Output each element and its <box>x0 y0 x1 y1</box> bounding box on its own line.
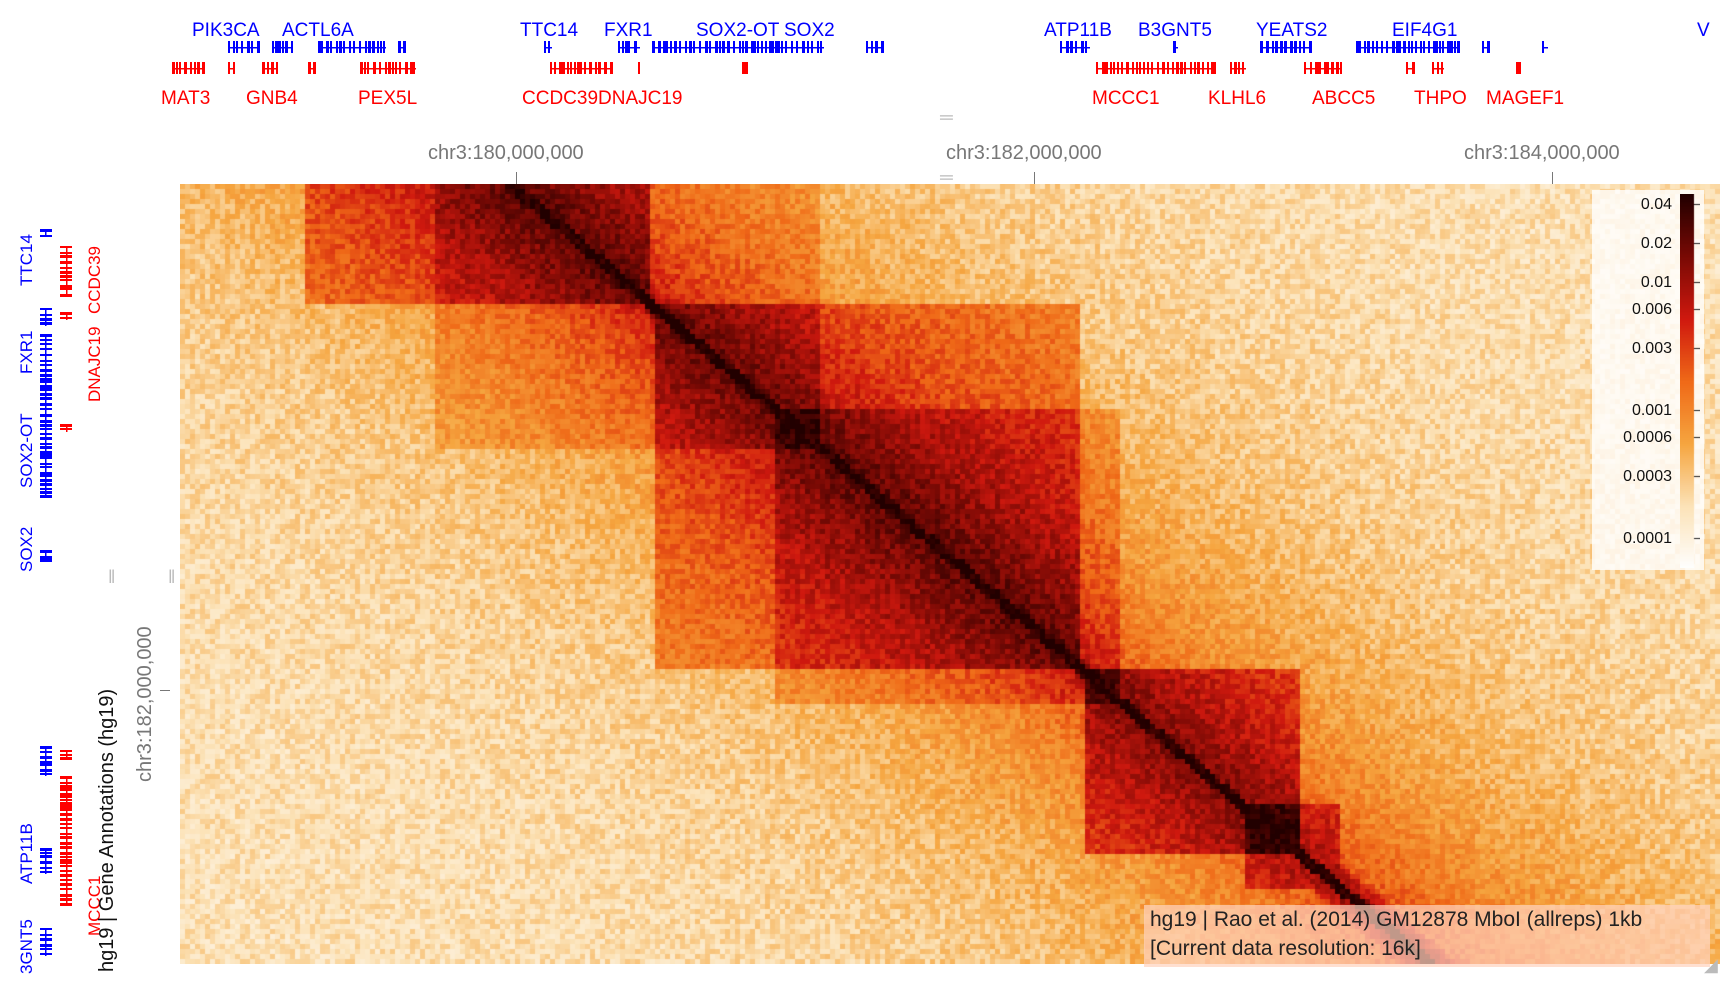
colorbar-label-4: 0.003 <box>1631 340 1672 357</box>
top-gene-track-glyphs <box>172 41 1548 74</box>
colorbar: 0.04 0.02 0.01 0.006 0.003 0.001 0.0006 … <box>1592 190 1704 570</box>
colorbar-label-6: 0.0006 <box>1623 429 1672 446</box>
colorbar-label-3: 0.006 <box>1631 301 1672 318</box>
top-axis-resize-handle[interactable]: ═ <box>940 167 953 187</box>
colorbar-label-8: 0.0001 <box>1623 530 1672 547</box>
top-axis-tick-label-2: chr3:184,000,000 <box>1464 142 1620 164</box>
left-gene-track[interactable]: TTC14 FXR1 SOX2-OT SOX2 ATP11B 3GNT5 DNA… <box>0 184 104 974</box>
top-gene-track[interactable]: PIK3CA ACTL6A TTC14 FXR1 SOX2-OT SOX2 AT… <box>161 10 1710 110</box>
top-axis-tick-2 <box>1552 172 1553 184</box>
left-gene-label-ccdc39: CCDC39 <box>85 245 104 314</box>
gene-label-dnajc19: DNAJC19 <box>598 88 683 109</box>
top-axis: chr3:180,000,000 chr3:182,000,000 chr3:1… <box>170 138 1710 184</box>
gene-label-sox2: SOX2 <box>784 20 835 41</box>
top-axis-tick-label-1: chr3:182,000,000 <box>946 142 1102 164</box>
left-gene-label-dnajc19: DNAJC19 <box>85 326 104 402</box>
gene-label-pik3ca: PIK3CA <box>192 20 260 41</box>
gene-label-ttc14: TTC14 <box>520 20 579 41</box>
heatmap-resize-corner[interactable]: ◢ <box>1704 955 1718 975</box>
colorbar-label-5: 0.001 <box>1631 402 1672 419</box>
colorbar-label-7: 0.0003 <box>1623 468 1672 485</box>
left-gene-label-fxr1: FXR1 <box>17 330 36 374</box>
top-track-resize-handle[interactable]: ═ <box>940 107 953 127</box>
colorbar-gradient <box>1680 194 1700 568</box>
left-gene-label-sox2: SOX2 <box>17 526 36 572</box>
left-track-resize-handle[interactable]: ‖ <box>108 567 116 587</box>
left-gene-track-glyphs <box>40 229 72 956</box>
gene-label-klhl6: KLHL6 <box>1208 88 1267 109</box>
heatmap-info-line-1: hg19 | Rao et al. (2014) GM12878 MboI (a… <box>1150 908 1643 931</box>
colorbar-label-1: 0.02 <box>1640 235 1672 252</box>
gene-label-eif4g1: EIF4G1 <box>1392 20 1458 41</box>
left-axis: chr3:182,000,000 <box>128 184 170 964</box>
gene-label-sox2-ot: SOX2-OT <box>696 20 780 41</box>
left-gene-label-b3gnt5: 3GNT5 <box>17 919 36 974</box>
left-track-title: hg19 | Gene Annotations (hg19) <box>96 688 118 972</box>
heatmap-info-box: hg19 | Rao et al. (2014) GM12878 MboI (a… <box>1144 905 1710 967</box>
gene-label-ccdc39: CCDC39 <box>522 88 599 109</box>
hic-heatmap[interactable] <box>180 184 1720 964</box>
colorbar-label-0: 0.04 <box>1640 196 1672 213</box>
gene-label-v: V <box>1697 20 1710 41</box>
left-gene-label-atp11b: ATP11B <box>17 823 36 884</box>
left-axis-tick-0 <box>160 690 170 691</box>
gene-label-fxr1: FXR1 <box>604 20 653 41</box>
gene-label-atp11b: ATP11B <box>1044 20 1112 41</box>
left-gene-label-ttc14: TTC14 <box>17 234 36 286</box>
gene-label-abcc5: ABCC5 <box>1312 88 1376 109</box>
top-axis-tick-0 <box>516 172 517 184</box>
colorbar-label-2: 0.01 <box>1640 274 1672 291</box>
gene-label-b3gnt5: B3GNT5 <box>1138 20 1212 41</box>
gene-label-pex5l: PEX5L <box>358 88 418 109</box>
gene-label-yeats2: YEATS2 <box>1256 20 1328 41</box>
gene-label-thpo: THPO <box>1414 88 1467 109</box>
gene-label-mccc1: MCCC1 <box>1092 88 1160 109</box>
left-axis-tick-label-0: chr3:182,000,000 <box>134 626 156 782</box>
left-axis-resize-handle[interactable]: ‖ <box>168 567 176 587</box>
gene-label-magef1: MAGEF1 <box>1486 88 1565 109</box>
gene-label-gnb4: GNB4 <box>246 88 298 109</box>
top-axis-tick-1 <box>1034 172 1035 184</box>
gene-label-mat3: MAT3 <box>161 88 211 109</box>
gene-label-actl6a: ACTL6A <box>282 20 354 41</box>
top-axis-tick-label-0: chr3:180,000,000 <box>428 142 584 164</box>
heatmap-info-line-2: [Current data resolution: 16k] <box>1150 937 1421 960</box>
left-gene-label-sox2-ot: SOX2-OT <box>17 413 36 488</box>
